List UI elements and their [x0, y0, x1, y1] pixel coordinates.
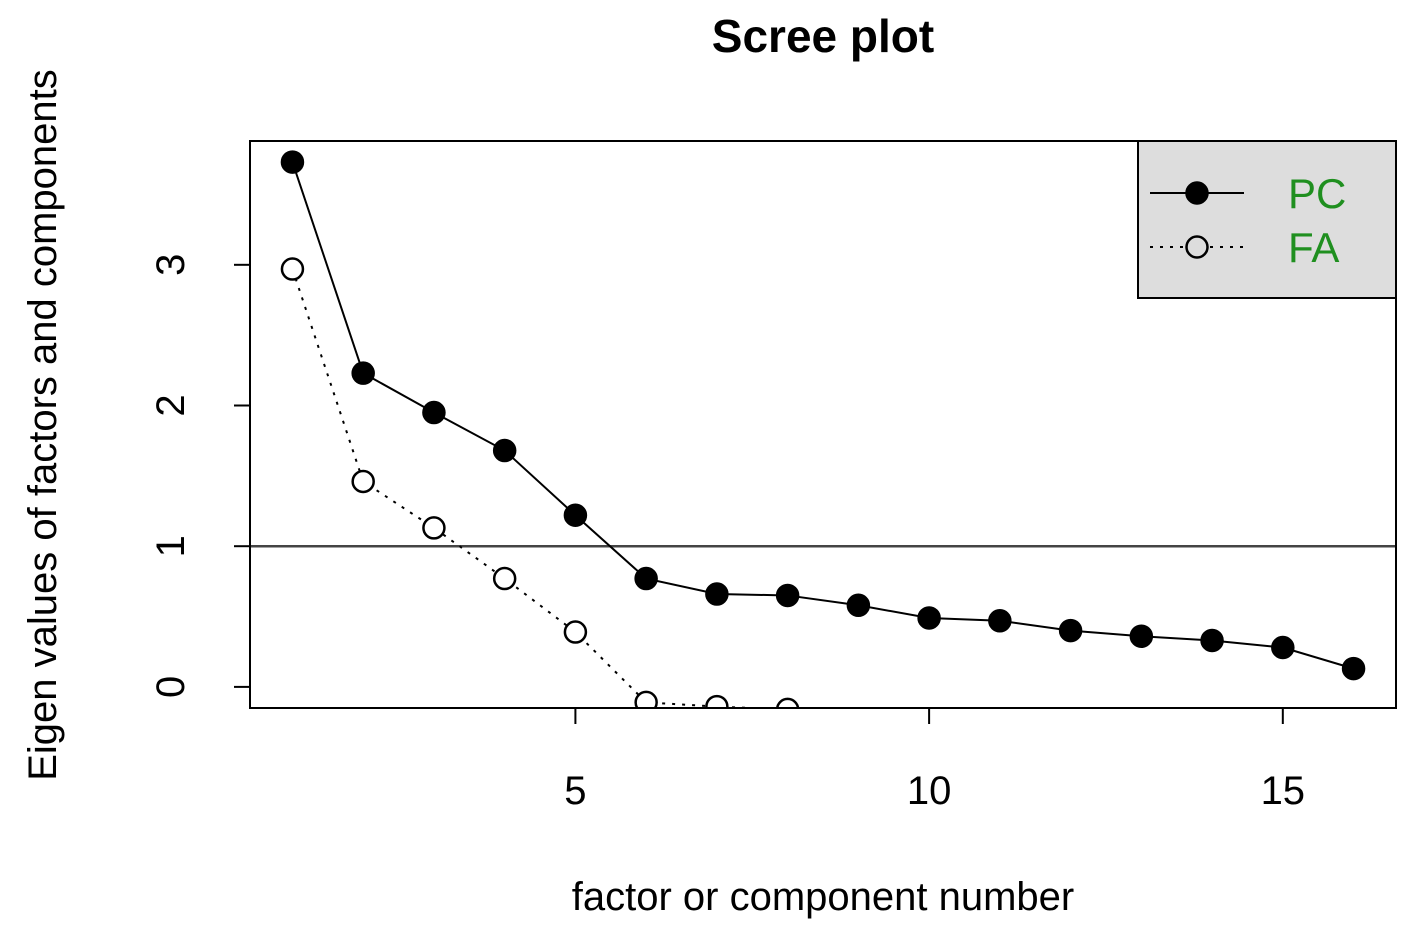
data-point [492, 566, 517, 591]
data-point [351, 361, 375, 385]
data-point [1200, 628, 1224, 653]
plot-area [250, 150, 1396, 708]
x-axis-label: factor or component number [572, 875, 1074, 919]
legend-box [1137, 140, 1397, 299]
y-tick-label: 3 [149, 254, 193, 276]
series-line [291, 161, 1354, 670]
data-point [775, 697, 800, 708]
x-tick-label: 15 [1261, 769, 1306, 813]
y-tick-label: 1 [149, 535, 193, 557]
data-point [280, 150, 305, 174]
legend-label: FA [1288, 224, 1339, 271]
data-point [634, 566, 658, 591]
data-point [1058, 618, 1083, 643]
x-tick-label: 10 [907, 769, 952, 813]
data-point [563, 620, 588, 644]
chart-title: Scree plot [712, 10, 934, 62]
plot-frame [249, 140, 1397, 709]
legend-marker [1185, 181, 1209, 205]
data-point [351, 469, 375, 494]
data-point [1341, 656, 1366, 681]
data-point [1271, 635, 1295, 660]
x-tick-label: 5 [564, 769, 586, 813]
data-point [634, 690, 658, 708]
data-point [422, 400, 446, 425]
data-point [705, 582, 729, 606]
y-tick-label: 0 [149, 676, 193, 698]
y-tick-label: 2 [149, 394, 193, 416]
data-point [846, 593, 871, 618]
data-point [705, 694, 729, 708]
data-point [422, 516, 446, 540]
y-axis-label: Eigen values of factors and components [21, 69, 65, 781]
data-point [917, 606, 941, 630]
legend-label: PC [1288, 170, 1346, 217]
data-point [775, 583, 800, 608]
data-point [563, 503, 588, 527]
data-point [280, 257, 305, 281]
data-point [1129, 624, 1154, 648]
legend-marker [1185, 235, 1209, 259]
data-point [492, 438, 517, 463]
data-point [988, 609, 1012, 633]
